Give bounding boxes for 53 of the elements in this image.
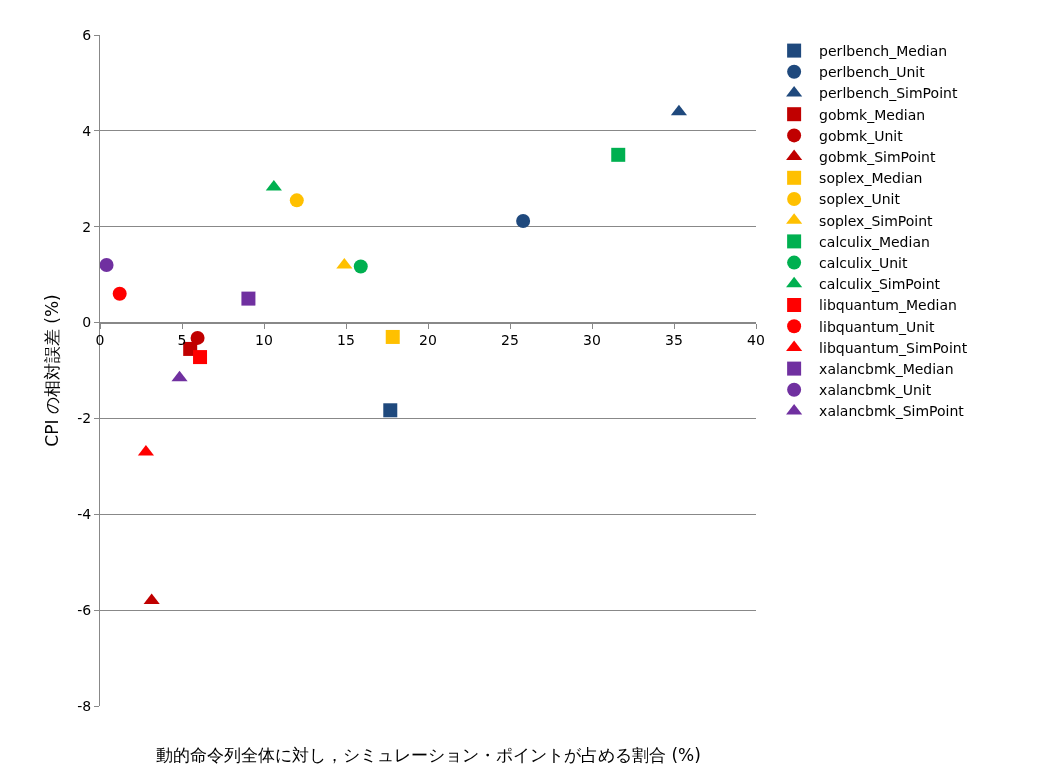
point (611, 147, 626, 162)
y-tick-label: -8 (77, 697, 92, 714)
legend-label: xalancbmk_Median (819, 361, 954, 378)
legend-label: calculix_Unit (819, 255, 908, 272)
legend-label: libquantum_SimPoint (819, 339, 968, 356)
y-tick-label: -4 (77, 506, 92, 523)
point (171, 370, 188, 382)
point (289, 193, 304, 208)
x-axis-title: 動的命令列全体に対し，シミュレーション・ポイントが占める割合 (%) (156, 745, 701, 764)
legend-label: libquantum_Unit (819, 318, 936, 335)
y-tick-label: 6 (82, 26, 92, 43)
legend-label: calculix_Median (819, 233, 930, 250)
x-tick-label: 25 (501, 332, 519, 349)
y-tick-label: 2 (82, 218, 92, 235)
point (516, 213, 531, 228)
point (193, 350, 208, 365)
point (190, 330, 205, 345)
legend-label: soplex_Median (819, 170, 923, 187)
x-tick-label: 0 (95, 332, 105, 349)
point (137, 444, 154, 456)
x-tick-label: 5 (177, 332, 187, 349)
point (385, 329, 400, 344)
legend-label: xalancbmk_Unit (819, 382, 932, 399)
legend-label: perlbench_Median (819, 43, 948, 60)
point (241, 291, 256, 306)
x-tick-label: 10 (255, 332, 273, 349)
legend-label: soplex_SimPoint (819, 212, 934, 229)
point (143, 593, 160, 605)
point (383, 403, 398, 418)
x-tick-label: 40 (747, 332, 765, 349)
x-tick-label: 20 (419, 332, 437, 349)
y-tick-label: 0 (82, 314, 92, 331)
legend-label: xalancbmk_SimPoint (819, 403, 965, 420)
legend-label: perlbench_Unit (819, 64, 926, 81)
x-tick-label: 35 (665, 332, 683, 349)
legend-label: libquantum_Median (819, 297, 957, 314)
y-axis-title: CPI の相対誤差 (%) (41, 294, 62, 447)
legend-label: gobmk_Unit (819, 127, 904, 144)
legend-label: soplex_Unit (819, 191, 901, 208)
y-tick-label: 4 (82, 122, 92, 139)
point (112, 286, 127, 301)
x-tick-label: 15 (337, 332, 355, 349)
point (99, 258, 114, 273)
point (265, 179, 282, 191)
y-tick-label: -6 (77, 602, 92, 619)
legend-label: calculix_SimPoint (819, 276, 941, 293)
legend-label: perlbench_SimPoint (819, 85, 958, 102)
legend-label: gobmk_Median (819, 106, 926, 123)
point (353, 259, 368, 274)
point (670, 104, 687, 116)
legend-label: gobmk_SimPoint (819, 149, 936, 166)
y-tick-label: -2 (77, 410, 92, 427)
x-tick-label: 30 (583, 332, 601, 349)
